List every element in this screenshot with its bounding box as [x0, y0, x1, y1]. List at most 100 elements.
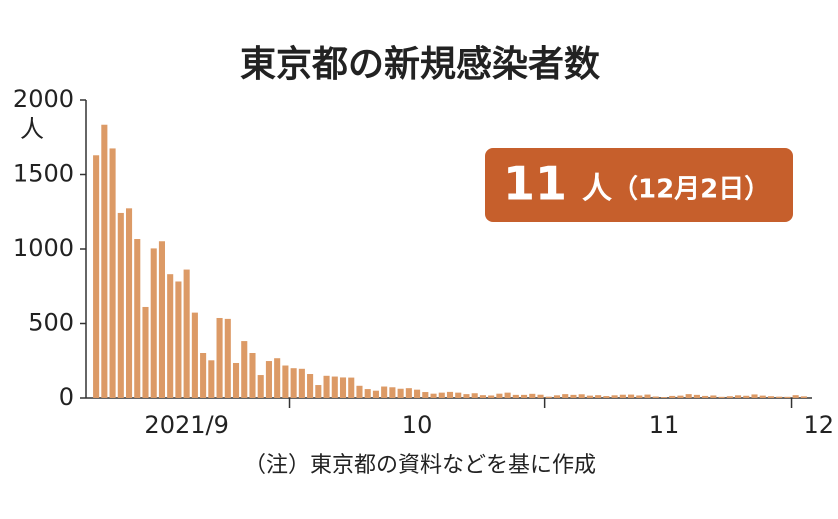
bar [578, 394, 585, 398]
bar [586, 395, 593, 398]
bar [685, 394, 692, 398]
bar [479, 395, 486, 398]
bar [348, 377, 355, 398]
bar [743, 395, 750, 398]
bar [101, 124, 108, 398]
bar [718, 396, 725, 398]
y-tick-label: 500 [28, 309, 74, 337]
bar [595, 395, 602, 398]
bar [397, 388, 404, 398]
bar [389, 387, 396, 398]
bar [545, 396, 552, 398]
bar [710, 395, 717, 398]
bar [274, 358, 281, 398]
bar [430, 393, 437, 398]
bar [150, 248, 157, 398]
bar [693, 394, 700, 398]
bar [167, 274, 174, 398]
bar [628, 394, 635, 398]
bar [298, 368, 305, 398]
x-tick-label: 10 [402, 411, 433, 439]
bar [603, 396, 610, 398]
note: （注）東京都の資料などを基に作成 [244, 453, 596, 478]
x-tick-label: 2021/9 [144, 411, 228, 439]
bar [232, 362, 240, 398]
bar [553, 395, 561, 398]
bar [282, 365, 289, 398]
bar [776, 396, 783, 398]
bar [488, 395, 495, 398]
bar [339, 377, 347, 398]
bar [422, 392, 429, 398]
bar [660, 397, 668, 398]
bar [208, 360, 215, 398]
bar [405, 388, 412, 398]
bar [751, 394, 758, 398]
bar [265, 361, 272, 398]
highlight-value: 11 [503, 157, 567, 211]
bar [496, 393, 503, 398]
bar [307, 374, 314, 398]
bar [521, 394, 528, 398]
y-tick-label: 1500 [13, 160, 74, 188]
bar [611, 395, 618, 398]
highlight-box [485, 148, 793, 222]
bar [767, 396, 775, 398]
bar [117, 212, 124, 398]
bar [142, 306, 149, 398]
bar [504, 392, 511, 398]
bar [134, 239, 141, 398]
bar [224, 318, 231, 398]
bar [356, 385, 363, 398]
bar [636, 395, 643, 398]
bar [455, 392, 462, 398]
bar [200, 353, 207, 398]
bar [702, 395, 709, 398]
bar [463, 394, 470, 398]
bar [216, 317, 223, 398]
bar [726, 396, 733, 398]
bar [669, 395, 676, 398]
x-tick-label: 11 [649, 411, 680, 439]
bar [759, 395, 766, 398]
highlight-unit: 人 [582, 172, 612, 207]
chart-title: 東京都の新規感染者数 [240, 43, 600, 85]
bar [414, 389, 421, 398]
y-unit: 人 [20, 115, 44, 143]
bar [792, 395, 799, 398]
bar [290, 368, 297, 398]
bar [537, 394, 544, 398]
y-tick-label: 2000 [13, 85, 74, 113]
bar [784, 396, 791, 398]
bar [438, 392, 445, 398]
bar [529, 393, 536, 398]
bar [241, 341, 248, 398]
bar [93, 155, 100, 398]
bar [644, 394, 651, 398]
bar [735, 395, 742, 398]
bar [677, 395, 684, 398]
bar [446, 391, 454, 398]
bar [175, 281, 182, 398]
bar [315, 385, 322, 398]
bar [191, 312, 198, 398]
bar [331, 376, 338, 398]
bar [125, 208, 133, 398]
x-tick-label: 12 [803, 411, 834, 439]
y-tick-label: 0 [59, 383, 74, 411]
bar [381, 386, 388, 398]
y-tick-label: 1000 [13, 234, 74, 262]
bar [158, 241, 165, 398]
bar [619, 394, 626, 398]
bar [372, 390, 379, 398]
bar [512, 394, 519, 398]
bar [257, 375, 264, 398]
bar [109, 148, 116, 398]
bar [364, 389, 371, 398]
bar [183, 269, 190, 398]
bar [323, 375, 330, 398]
bar [800, 396, 807, 398]
bar [471, 393, 478, 398]
bar [249, 353, 256, 398]
